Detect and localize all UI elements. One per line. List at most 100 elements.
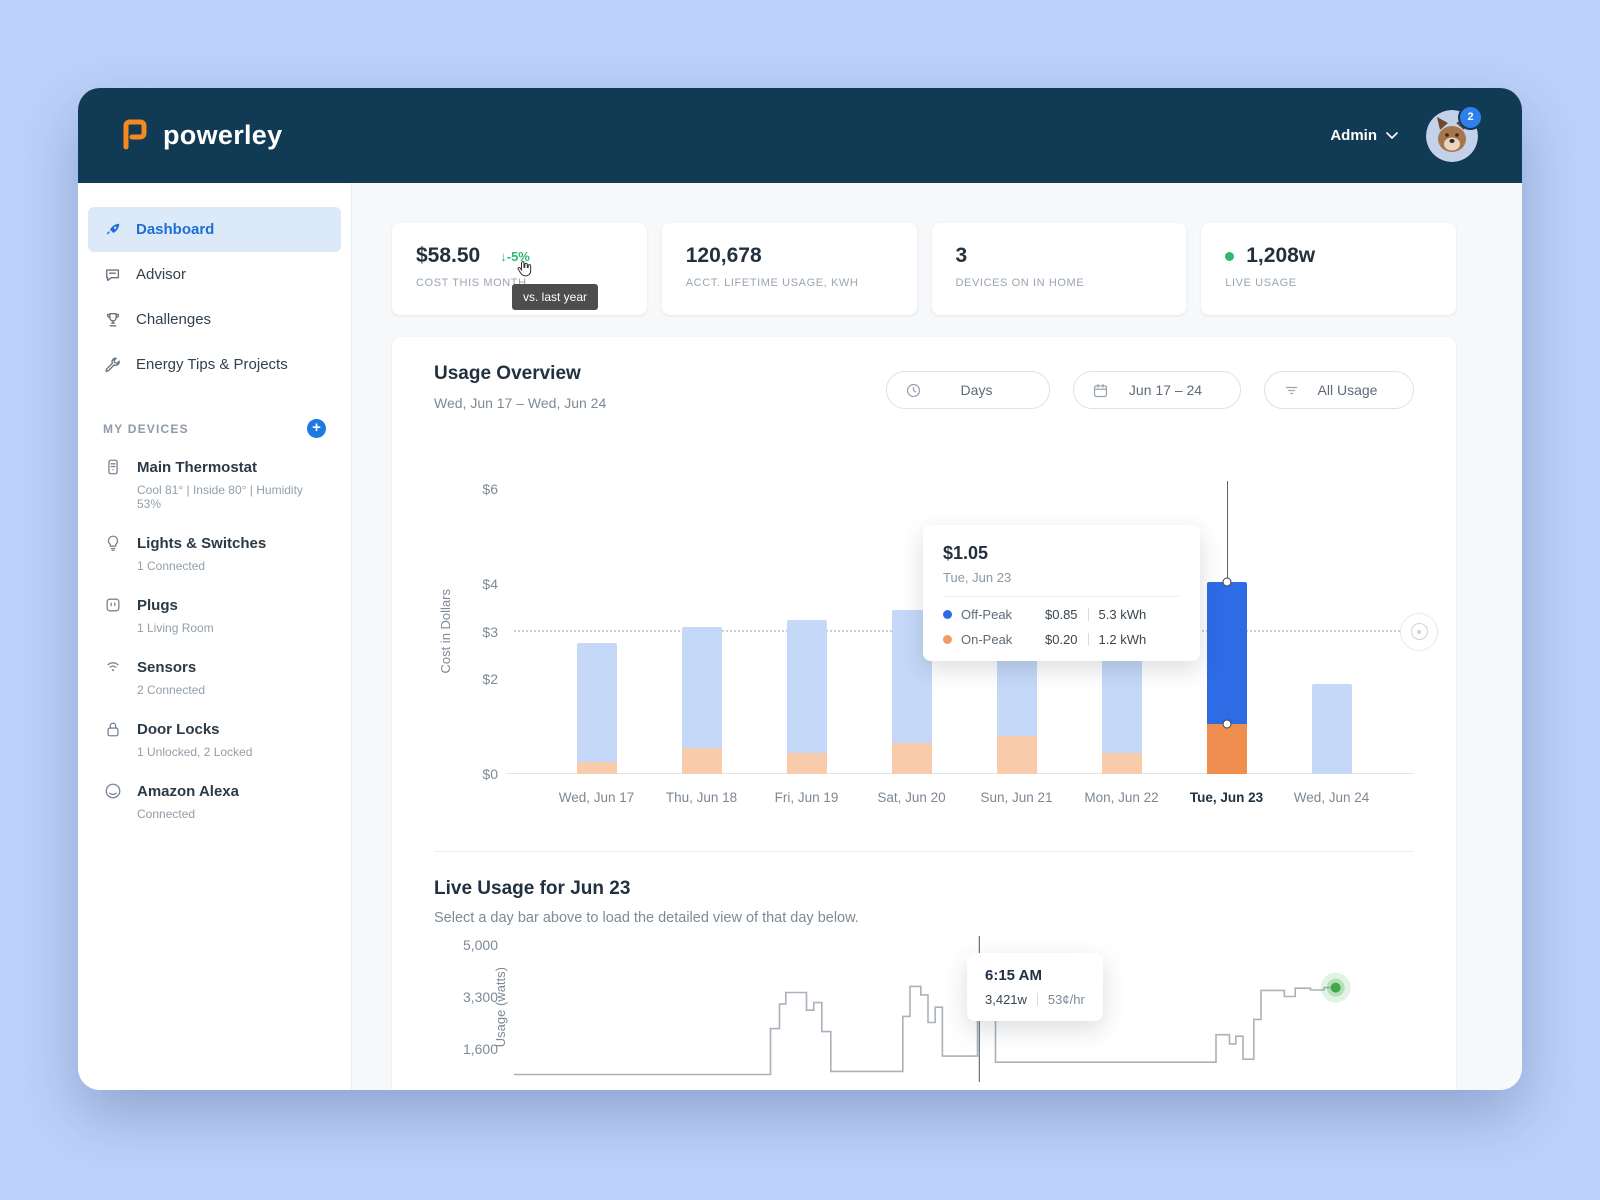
device-item-alexa[interactable]: Amazon Alexa Connected	[88, 770, 341, 832]
device-label: Lights & Switches	[137, 534, 267, 552]
stat-label: COST THIS MONTH	[416, 277, 527, 289]
interval-filter-button[interactable]: Days	[886, 371, 1050, 409]
lock-icon	[103, 719, 123, 739]
device-item-plugs[interactable]: Plugs 1 Living Room	[88, 584, 341, 646]
device-label: Door Locks	[137, 720, 220, 738]
alexa-icon	[103, 781, 123, 801]
stat-label: ACCT. LIFETIME USAGE, KWH	[685, 277, 859, 289]
y-tick: $3	[482, 623, 498, 640]
powerley-logo-icon	[118, 116, 152, 155]
bar-column[interactable]	[1174, 481, 1279, 774]
sidebar-item-label: Dashboard	[136, 221, 215, 238]
usage-type-filter-button[interactable]: All Usage	[1264, 371, 1414, 409]
admin-label: Admin	[1330, 127, 1377, 144]
live-chart-tooltip: 6:15 AM 3,421w 53¢/hr	[967, 953, 1103, 1021]
vs-last-year-tooltip: vs. last year	[512, 284, 599, 310]
sensor-icon	[103, 657, 123, 677]
lightbulb-icon	[103, 533, 123, 553]
sidebar-item-advisor[interactable]: Advisor	[88, 252, 341, 297]
brand-name: powerley	[163, 120, 283, 150]
device-label: Sensors	[137, 658, 197, 676]
y-tick: $6	[482, 481, 498, 497]
x-axis-label: Tue, Jun 23	[1189, 790, 1264, 805]
live-usage-chart: Usage (watts) 5,000 3,300 1,600 6:15 AM 3,…	[434, 932, 1414, 1082]
my-devices-header: MY DEVICES	[103, 421, 189, 436]
x-axis-label: Sun, Jun 21	[980, 790, 1053, 805]
device-item-thermostat[interactable]: Main Thermostat Cool 81° | Inside 80° | …	[88, 446, 341, 522]
off-peak-label: Off-Peak	[961, 607, 1013, 622]
cost-value: $58.50	[416, 244, 481, 267]
bar-column[interactable]	[649, 489, 754, 774]
sidebar-item-challenges[interactable]: Challenges	[88, 297, 341, 342]
device-status: 1 Unlocked, 2 Locked	[137, 745, 253, 759]
tooltip-date: Tue, Jun 23	[943, 570, 1180, 597]
calendar-icon	[1092, 382, 1109, 399]
sidebar-item-dashboard[interactable]: Dashboard	[88, 207, 341, 252]
divider	[1087, 633, 1089, 646]
bar-chart-tooltip: $1.05 Tue, Jun 23 Off-Peak $0.85 5.3 kWh	[923, 525, 1200, 661]
bar-column[interactable]	[1279, 489, 1384, 774]
goal-target-icon[interactable]	[1400, 612, 1438, 651]
thermostat-icon	[103, 457, 123, 477]
bar-plot-area: $1.05 Tue, Jun 23 Off-Peak $0.85 5.3 kWh	[506, 481, 1438, 774]
device-item-sensors[interactable]: Sensors 2 Connected	[88, 646, 341, 708]
off-peak-legend-dot	[943, 610, 952, 619]
stat-card-live-usage: 1,208w LIVE USAGE	[1201, 223, 1456, 315]
on-peak-energy: 1.2 kWh	[1098, 632, 1147, 647]
x-axis-label: Thu, Jun 18	[665, 790, 738, 805]
device-label: Plugs	[137, 596, 178, 614]
app-header: powerley Admin 2	[78, 88, 1522, 183]
bar-column[interactable]	[754, 489, 859, 774]
tooltip-watts: 3,421w	[985, 992, 1027, 1007]
y-tick: $2	[482, 671, 498, 687]
trophy-icon	[103, 310, 122, 329]
bar-column[interactable]	[544, 489, 649, 774]
sidebar-item-label: Challenges	[136, 311, 212, 328]
plug-icon	[103, 595, 123, 615]
sidebar-item-energy-tips[interactable]: Energy Tips & Projects	[88, 342, 341, 387]
stat-label: LIVE USAGE	[1225, 277, 1297, 289]
on-peak-legend-dot	[943, 635, 952, 644]
device-item-lights[interactable]: Lights & Switches 1 Connected	[88, 522, 341, 584]
wrench-icon	[103, 355, 122, 374]
y-tick: $4	[482, 576, 498, 592]
x-axis-label: Sat, Jun 20	[877, 790, 946, 805]
y-axis-title: Cost in Dollars	[437, 589, 453, 674]
device-status: 1 Connected	[137, 559, 206, 573]
y-tick: 1,600	[462, 1041, 498, 1057]
avatar[interactable]: 2	[1426, 104, 1483, 162]
device-status: 1 Living Room	[137, 621, 214, 635]
admin-menu[interactable]: Admin	[1330, 127, 1398, 144]
off-peak-cost: $0.85	[1045, 607, 1078, 622]
add-device-button[interactable]: +	[307, 419, 326, 438]
y-axis-ticks: 5,000 3,300 1,600	[456, 932, 514, 1082]
tooltip-total: $1.05	[943, 543, 989, 563]
usage-overview-title: Usage Overview	[434, 363, 581, 384]
x-axis-baseline	[506, 773, 1414, 774]
lifetime-usage-value: 120,678	[685, 244, 762, 267]
on-peak-label: On-Peak	[961, 632, 1013, 647]
stat-card-cost-this-month[interactable]: $58.50 ↓-5% COST THIS MONTH vs. last yea…	[392, 223, 647, 315]
tooltip-rate: 53¢/hr	[1047, 992, 1085, 1007]
app-window: powerley Admin 2	[78, 88, 1522, 1090]
off-peak-energy: 5.3 kWh	[1098, 607, 1147, 622]
brand: powerley	[118, 116, 282, 155]
notification-badge: 2	[1458, 104, 1483, 130]
line-plot-area[interactable]: 6:15 AM 3,421w 53¢/hr	[514, 932, 1414, 1082]
usage-overview-card: Usage Overview Wed, Jun 17 – Wed, Jun 24…	[392, 337, 1456, 1090]
section-divider	[434, 851, 1414, 852]
y-tick: 3,300	[462, 989, 498, 1005]
main-content: $58.50 ↓-5% COST THIS MONTH vs. last yea…	[352, 183, 1522, 1090]
date-range-button[interactable]: Jun 17 – 24	[1073, 371, 1241, 409]
divider	[1036, 993, 1038, 1006]
x-axis-label: Wed, Jun 17	[558, 790, 635, 805]
advisor-icon	[103, 265, 122, 284]
mouse-cursor-icon	[517, 261, 532, 277]
device-label: Amazon Alexa	[137, 782, 239, 800]
y-tick: 5,000	[462, 937, 498, 953]
divider	[1087, 608, 1089, 621]
x-axis-label: Mon, Jun 22	[1084, 790, 1159, 805]
device-status: Connected	[137, 807, 196, 821]
device-item-door-locks[interactable]: Door Locks 1 Unlocked, 2 Locked	[88, 708, 341, 770]
rocket-icon	[103, 220, 122, 239]
